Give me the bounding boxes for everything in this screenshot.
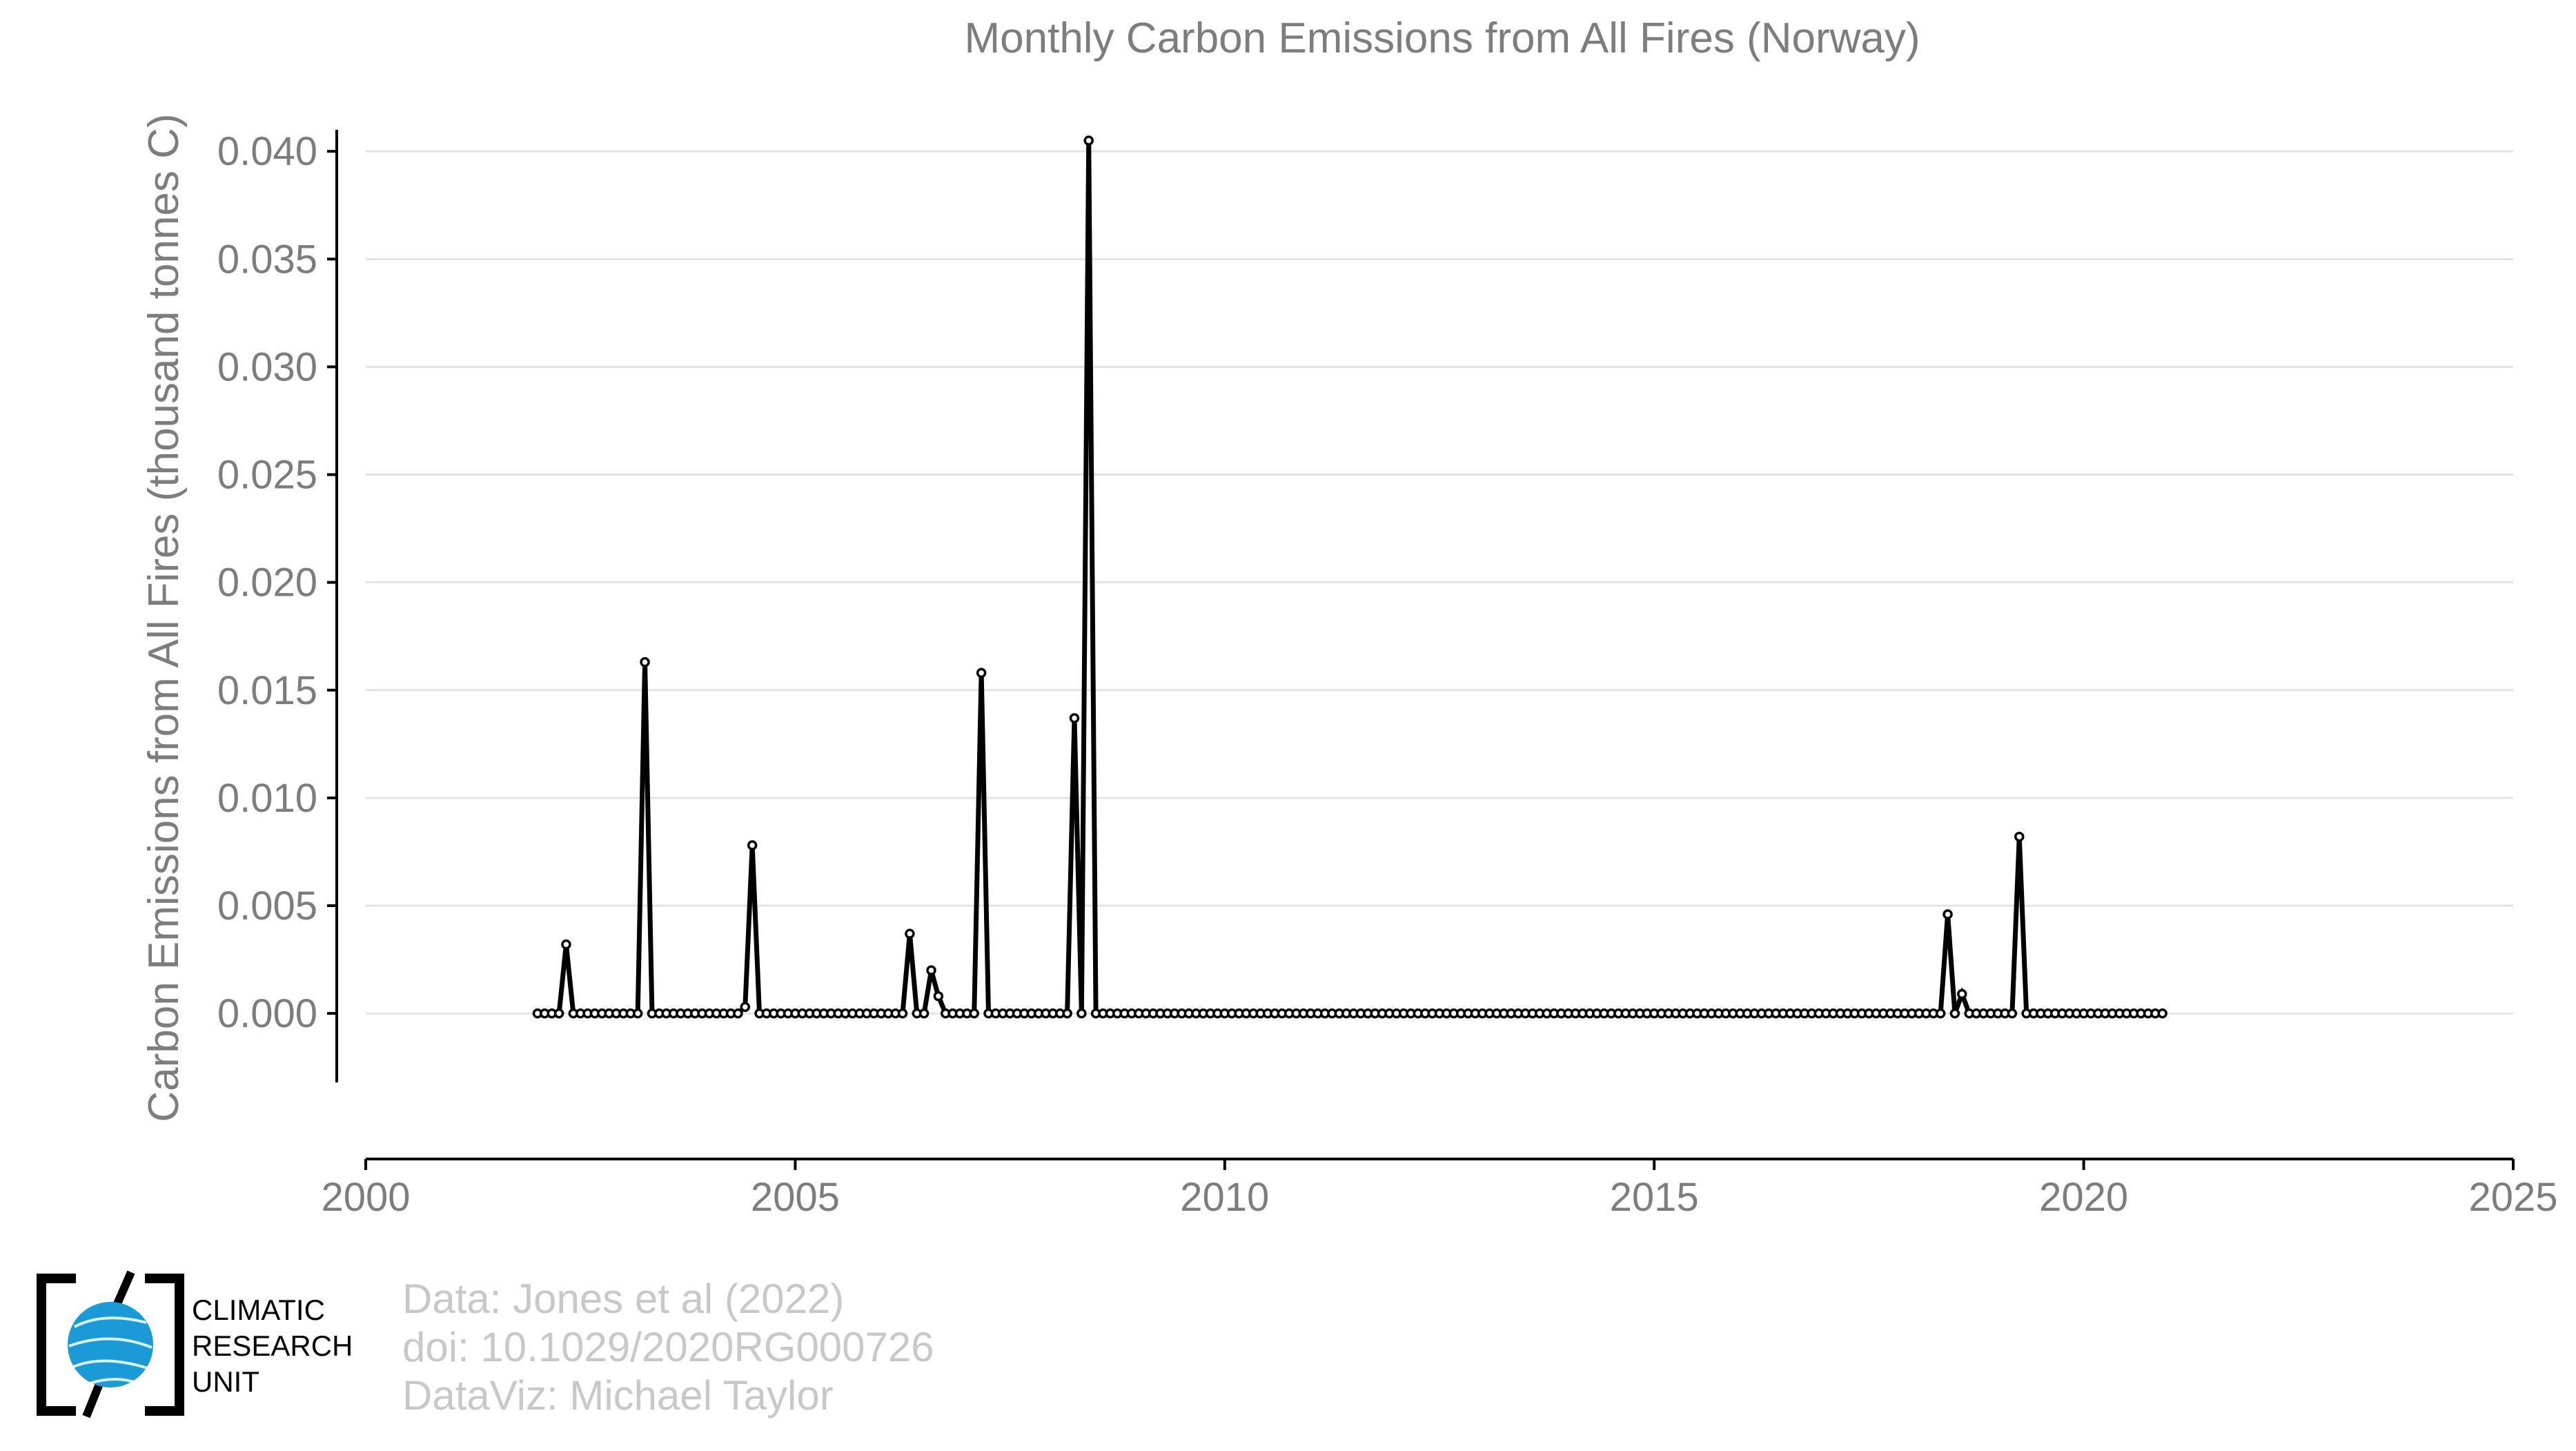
y-tick-label: 0.005 — [217, 884, 317, 928]
cru-logo: CLIMATIC RESEARCH UNIT — [37, 1270, 353, 1419]
x-tick-label: 2010 — [1180, 1175, 1269, 1220]
data-point — [1935, 1008, 1946, 1019]
series-emissions — [532, 135, 2167, 1019]
data-point — [640, 656, 650, 668]
x-axis: 2000 2005 2010 2015 2020 2025 — [321, 1158, 2558, 1220]
data-point — [976, 668, 987, 679]
grid-lines — [366, 150, 2513, 1015]
data-point — [1949, 1008, 1960, 1019]
data-point — [926, 965, 936, 975]
data-point — [2007, 1008, 2018, 1019]
credit-data: Data: Jones et al (2022) — [402, 1276, 844, 1322]
data-point — [933, 991, 944, 1002]
data-point — [733, 1008, 743, 1019]
data-point — [1957, 989, 1967, 1000]
x-tick-label: 2020 — [2039, 1175, 2128, 1220]
y-tick-label: 0.035 — [217, 237, 317, 282]
globe-lines — [68, 1316, 153, 1385]
data-point — [905, 928, 915, 939]
x-tick-label: 2015 — [1610, 1175, 1699, 1220]
logo-text-line3: UNIT — [192, 1365, 259, 1398]
credit-doi: doi: 10.1029/2020RG000726 — [402, 1324, 934, 1370]
y-tick-label: 0.020 — [217, 561, 317, 605]
data-point — [969, 1008, 979, 1019]
y-tick-label: 0.025 — [217, 453, 317, 498]
y-axis: 0.000 0.005 0.010 0.015 0.020 0.025 0.030 0.035… — [217, 129, 338, 1082]
series-line — [537, 140, 2163, 1016]
data-point — [918, 1008, 930, 1019]
series-points — [532, 135, 2167, 1019]
y-tick-label: 0.010 — [217, 776, 317, 821]
y-tick-label: 0.040 — [217, 129, 317, 174]
x-tick-label: 2000 — [321, 1175, 410, 1220]
data-point — [561, 939, 571, 950]
y-axis-label: Carbon Emissions from All Fires (thousan… — [140, 113, 188, 1122]
y-tick-label: 0.015 — [217, 668, 317, 713]
data-point — [747, 840, 758, 850]
x-tick-label: 2005 — [751, 1175, 840, 1220]
data-point — [1062, 1008, 1072, 1019]
data-point — [1069, 713, 1080, 723]
logo-text-line2: RESEARCH — [192, 1330, 353, 1362]
logo-bracket-left — [37, 1274, 76, 1416]
data-point — [1076, 1008, 1087, 1019]
data-point — [632, 1008, 643, 1019]
data-point — [553, 1008, 564, 1019]
y-tick-label: 0.030 — [217, 344, 317, 389]
data-point — [1083, 135, 1094, 146]
credit-dataviz: DataViz: Michael Taylor — [402, 1372, 834, 1419]
globe-icon — [68, 1302, 153, 1387]
data-point — [1943, 909, 1953, 919]
x-tick-label: 2025 — [2468, 1175, 2557, 1220]
data-point — [2014, 831, 2025, 842]
logo-bracket-right — [145, 1274, 184, 1416]
y-tick-label: 0.000 — [217, 991, 317, 1036]
logo-text-line1: CLIMATIC — [192, 1294, 325, 1326]
chart-title: Monthly Carbon Emissions from All Fires … — [964, 14, 1920, 62]
data-point — [897, 1008, 908, 1019]
data-point — [740, 1002, 751, 1012]
data-point — [2157, 1008, 2167, 1019]
